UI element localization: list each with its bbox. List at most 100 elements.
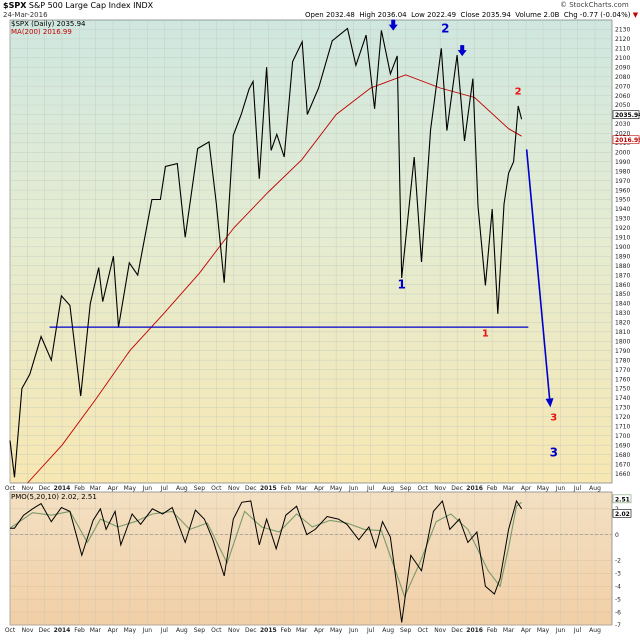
pmo-x-tick: Jul — [366, 627, 375, 634]
wave-label: 3 — [550, 446, 558, 460]
price-y-tick: 1900 — [615, 244, 630, 251]
pmo-x-tick: Dec — [451, 627, 463, 634]
price-x-tick: Oct — [417, 485, 428, 492]
pmo-line — [10, 499, 523, 623]
price-y-tick: 1710 — [615, 424, 630, 431]
pmo-x-tick: May — [537, 627, 550, 634]
wave-label: 2 — [515, 87, 522, 98]
pmo-x-tick: Nov — [22, 627, 34, 634]
open-label: Open — [305, 11, 324, 19]
exchange: INDX — [133, 1, 154, 10]
price-x-tick: Dec — [245, 485, 257, 492]
price-y-tick: 1870 — [615, 272, 630, 279]
price-x-tick: Jun — [348, 485, 359, 492]
pmo-x-tick: 2016 — [466, 627, 483, 634]
projection-arrow-line — [525, 149, 551, 399]
price-y-tick: 1700 — [615, 433, 630, 440]
pmo-x-tick: Jun — [348, 627, 359, 634]
price-y-tick: 1890 — [615, 253, 630, 260]
wave-labels: 1 2 1 2 3 3 — [398, 21, 558, 459]
price-x-tick: Sep — [194, 485, 206, 492]
price-y-tick: 1690 — [615, 442, 630, 449]
ma200-line — [27, 74, 522, 484]
pmo-y-tick: -6 — [615, 609, 621, 616]
price-y-tick: 2100 — [615, 55, 630, 62]
pmo-x-tick: Aug — [176, 627, 188, 634]
price-y-tick: 1950 — [615, 197, 630, 204]
pmo-x-tick: Dec — [39, 627, 51, 634]
pmo-y-axis: 20-2-3-4-5-6-7 — [615, 506, 621, 629]
pmo-x-tick: Jul — [160, 627, 169, 634]
pmo-last-labels: 2.51 2.02 — [612, 494, 632, 518]
pmo-y-tick: -7 — [615, 622, 621, 629]
last-value-box — [612, 135, 640, 145]
pmo-x-tick: 2014 — [54, 627, 71, 634]
price-x-tick: Jun — [142, 485, 153, 492]
price-x-tick: Dec — [39, 485, 51, 492]
pmo-x-tick: 2015 — [260, 627, 277, 634]
price-y-tick: 1930 — [615, 216, 630, 223]
price-x-tick: Apr — [314, 485, 325, 492]
price-x-tick: Nov — [228, 485, 240, 492]
brand-watermark: © StockCharts.com — [560, 1, 629, 9]
pmo-x-tick: Jun — [142, 627, 153, 634]
ma-legend: MA(200) 2016.99 — [11, 28, 72, 36]
close-label: Close — [460, 11, 480, 19]
price-x-tick: Jul — [573, 485, 582, 492]
price-panel — [9, 19, 613, 484]
price-y-tick: 2130 — [615, 27, 630, 34]
down-arrow-icon — [388, 19, 398, 31]
price-y-tick: 1750 — [615, 386, 630, 393]
down-arrow-icon — [457, 45, 467, 57]
price-y-tick: 2110 — [615, 46, 630, 53]
price-y-tick: 2030 — [615, 121, 630, 128]
last-value-label: 2016.99 — [615, 137, 640, 144]
wave-label: 1 — [482, 329, 489, 340]
price-y-tick: 2080 — [615, 74, 630, 81]
price-y-tick: 1810 — [615, 329, 630, 336]
pmo-y-tick: -3 — [615, 571, 621, 578]
price-y-tick: 1770 — [615, 367, 630, 374]
volume-label: Volume — [515, 11, 542, 19]
price-y-tick: 1980 — [615, 168, 630, 175]
price-x-tick: Feb — [281, 485, 292, 492]
symbol: $SPX — [3, 1, 27, 10]
chart-symbol-title: $SPX S&P 500 Large Cap Index INDX — [3, 1, 153, 10]
pmo-last-label: 2.51 — [615, 496, 630, 503]
price-x-tick: 2014 — [54, 485, 71, 492]
pmo-x-tick: Mar — [503, 627, 515, 634]
pmo-x-tick: Aug — [382, 627, 394, 634]
pmo-x-tick: Oct — [211, 627, 222, 634]
price-x-tick: Dec — [451, 485, 463, 492]
price-last-labels: 2035.94 2016.99 — [612, 110, 640, 145]
change-label: Chg — [563, 11, 578, 19]
price-y-tick: 1990 — [615, 159, 630, 166]
pmo-x-tick: Nov — [434, 627, 446, 634]
pmo-x-tick: Dec — [245, 627, 257, 634]
change-arrow-icon: ▼ — [632, 11, 639, 19]
price-x-tick: Nov — [434, 485, 446, 492]
high-value: 2036.04 — [377, 11, 407, 19]
price-x-tick: Feb — [74, 485, 85, 492]
price-line — [9, 27, 523, 478]
pmo-legend: PMO(5,20,10) 2.02, 2.51 — [11, 493, 97, 501]
price-x-tick: Mar — [503, 485, 515, 492]
price-y-tick: 2120 — [615, 36, 630, 43]
high-label: High — [359, 11, 376, 19]
price-x-tick: Aug — [589, 485, 601, 492]
wave-label: 2 — [441, 21, 449, 35]
price-x-tick: 2016 — [466, 485, 483, 492]
price-y-tick: 1820 — [615, 320, 630, 327]
price-y-tick: 1660 — [615, 471, 630, 478]
price-legend: $SPX (Daily) 2035.94 — [11, 20, 86, 28]
price-y-tick: 2090 — [615, 64, 630, 71]
pmo-y-tick: 0 — [615, 532, 619, 539]
pmo-x-tick: Feb — [74, 627, 85, 634]
price-y-tick: 1730 — [615, 405, 630, 412]
pmo-x-tick: Sep — [400, 627, 412, 634]
pmo-x-tick: Nov — [228, 627, 240, 634]
price-y-tick: 1960 — [615, 187, 630, 194]
price-y-tick: 1970 — [615, 178, 630, 185]
last-value-label: 2035.94 — [615, 112, 640, 119]
open-value: 2032.48 — [325, 11, 355, 19]
